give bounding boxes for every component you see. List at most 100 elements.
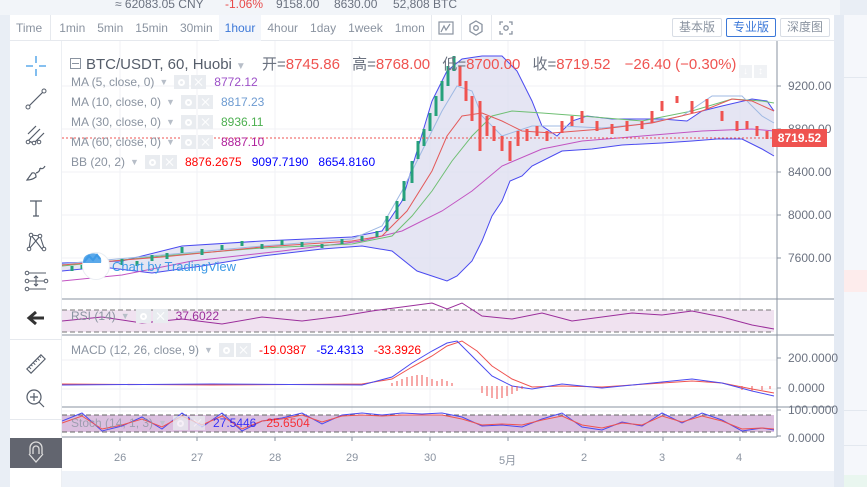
- close-icon[interactable]: [152, 309, 168, 323]
- gear-icon[interactable]: [172, 416, 188, 430]
- depth-chart-button[interactable]: 深度图: [779, 18, 830, 37]
- screenshot-icon[interactable]: [490, 14, 521, 41]
- dropdown-icon[interactable]: ▼: [166, 137, 175, 147]
- timeframe-15min[interactable]: 15min: [135, 20, 168, 35]
- close-icon[interactable]: [161, 155, 177, 169]
- pattern-icon[interactable]: [10, 227, 62, 257]
- dropdown-icon[interactable]: ▼: [158, 418, 167, 428]
- gear-icon[interactable]: [180, 95, 196, 109]
- indicator-ma10: MA (10, close, 0) ▼ 8817.23: [71, 95, 264, 109]
- indicator-name[interactable]: MA (60, close, 0): [71, 135, 162, 149]
- timeframe-time[interactable]: Time: [10, 14, 52, 41]
- dropdown-icon[interactable]: ▼: [166, 117, 175, 127]
- dropdown-icon[interactable]: ▼: [120, 311, 130, 321]
- timeframe-1day[interactable]: 1day: [310, 20, 337, 35]
- close-value: 8719.52: [556, 56, 611, 73]
- indicator-name[interactable]: MA (30, close, 0): [71, 115, 162, 129]
- stoch-d-value: 25.6504: [266, 416, 310, 430]
- change-percent: -1.06%: [225, 0, 264, 11]
- text-icon[interactable]: [10, 193, 62, 223]
- gear-icon[interactable]: [180, 135, 196, 149]
- time-label: 26: [114, 452, 127, 464]
- dropdown-icon[interactable]: ▼: [204, 345, 213, 355]
- basic-version-button[interactable]: 基本版: [671, 18, 722, 37]
- timeframe-4hour[interactable]: 4hour: [267, 20, 299, 35]
- chart-canvas[interactable]: [62, 41, 834, 471]
- dropdown-icon[interactable]: ▼: [166, 97, 175, 107]
- watermark-text: Chart by TradingView: [112, 258, 237, 274]
- gear-icon[interactable]: [174, 75, 190, 89]
- time-label: 3: [659, 452, 666, 464]
- magnet-icon[interactable]: [10, 438, 62, 468]
- indicator-ma30: MA (30, close, 0) ▼ 8936.11: [71, 115, 263, 129]
- drawing-toolbar: [10, 41, 62, 487]
- close-icon[interactable]: [197, 135, 213, 149]
- timeframe-5min[interactable]: 5min: [97, 20, 124, 35]
- dropdown-icon[interactable]: ▼: [130, 157, 139, 167]
- gear-icon[interactable]: [135, 309, 151, 323]
- indicator-bb: BB (20, 2) ▼ 8876.2675 9097.7190 8654.816…: [71, 155, 375, 169]
- timeframe-30min[interactable]: 30min: [179, 20, 213, 35]
- indicator-name[interactable]: Stoch (14, 1, 3): [71, 416, 154, 430]
- macd-axis-label: 200.0000: [788, 351, 839, 365]
- right-gutter: [834, 15, 844, 487]
- ruler-icon[interactable]: [10, 349, 62, 379]
- back-arrow-icon[interactable]: [10, 303, 62, 333]
- indicator-ma5: MA (5, close, 0) ▼ 8772.12: [71, 75, 258, 89]
- zoom-in-icon[interactable]: [10, 384, 62, 414]
- auto-scale-icon[interactable]: ↕: [754, 65, 767, 78]
- bb-lower-value: 8654.8160: [318, 155, 376, 169]
- indicator-value: 8817.23: [220, 95, 265, 109]
- pitchfork-icon[interactable]: [10, 120, 62, 150]
- dropdown-icon[interactable]: ▼: [159, 77, 169, 87]
- trend-line-icon[interactable]: [10, 84, 62, 114]
- high-label: 高=: [352, 56, 376, 73]
- indicator-name[interactable]: MA (5, close, 0): [71, 75, 155, 89]
- brush-icon[interactable]: [10, 157, 62, 187]
- collapse-legend-icon[interactable]: [70, 58, 81, 69]
- time-label: 29: [346, 452, 359, 464]
- high-value: 8768.00: [375, 56, 431, 73]
- scale-buttons: ↓ ↕: [739, 65, 767, 78]
- close-icon[interactable]: [191, 75, 207, 89]
- low-value: 8700.00: [466, 56, 521, 73]
- symbol-title[interactable]: BTC/USDT, 60, Huobi: [86, 56, 232, 73]
- macd-axis-label: 0.0000: [788, 381, 825, 395]
- indicator-chart-icon[interactable]: [430, 14, 461, 41]
- timeframe-1mon[interactable]: 1mon: [394, 20, 425, 35]
- indicator-name[interactable]: MACD (12, 26, close, 9): [71, 343, 200, 357]
- time-label: 27: [191, 452, 204, 464]
- timeframe-1week[interactable]: 1week: [348, 20, 383, 35]
- change-value: −26.40 (−0.30%): [624, 56, 737, 73]
- pro-version-button[interactable]: 专业版: [725, 18, 776, 37]
- settings-hexagon-icon[interactable]: [460, 14, 491, 41]
- bb-upper-value: 9097.7190: [251, 155, 309, 169]
- gear-icon[interactable]: [218, 343, 234, 357]
- scroll-down-icon[interactable]: ↓: [739, 65, 752, 78]
- timeframe-1hour[interactable]: 1hour: [218, 14, 262, 41]
- price-label: 9200.00: [788, 79, 832, 93]
- gear-icon[interactable]: [180, 115, 196, 129]
- macd-histogram-value: -19.0387: [258, 343, 307, 357]
- ticker-stats-bar: ≈ 62083.05 CNY -1.06% 9158.00 8630.00 52…: [0, 0, 840, 15]
- indicator-rsi: RSI (14) ▼ 37.6022: [71, 309, 219, 323]
- indicator-name[interactable]: RSI (14): [71, 309, 116, 323]
- close-icon[interactable]: [235, 343, 251, 357]
- timeframe-1min[interactable]: 1min: [59, 20, 86, 35]
- volume-24h: 52,808 BTC: [393, 0, 458, 11]
- indicator-name[interactable]: BB (20, 2): [71, 155, 126, 169]
- indicator-name[interactable]: MA (10, close, 0): [71, 95, 162, 109]
- gear-icon[interactable]: [144, 155, 160, 169]
- tradingview-watermark[interactable]: Chart by TradingView: [82, 252, 236, 280]
- price-label: 8400.00: [788, 165, 832, 179]
- measure-lines-icon[interactable]: [10, 266, 62, 296]
- chart-area[interactable]: BTC/USDT, 60, Huobi ▼ 开=8745.86 高=8768.00…: [62, 41, 838, 471]
- indicator-ma60: MA (60, close, 0) ▼ 8887.10: [71, 135, 264, 149]
- time-label: 4: [736, 452, 743, 464]
- close-icon[interactable]: [189, 416, 205, 430]
- close-icon[interactable]: [197, 95, 213, 109]
- close-icon[interactable]: [197, 115, 213, 129]
- symbol-dropdown-icon[interactable]: ▼: [235, 61, 246, 72]
- crosshair-icon[interactable]: [10, 51, 62, 81]
